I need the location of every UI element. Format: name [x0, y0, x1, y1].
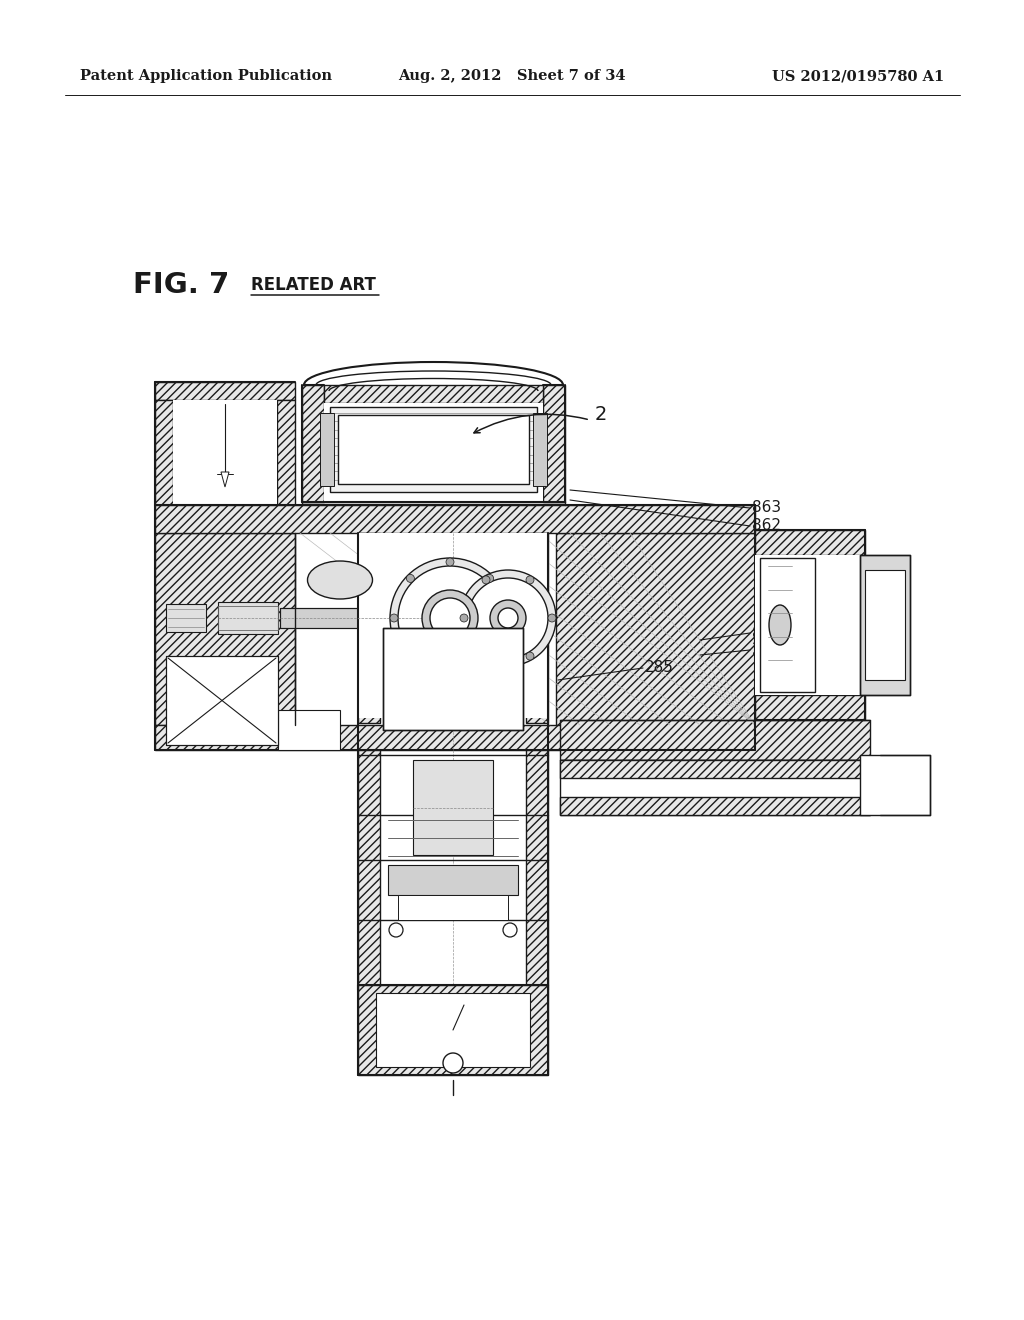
Bar: [338, 414, 529, 484]
Bar: [526, 750, 548, 985]
Bar: [755, 531, 865, 554]
Circle shape: [443, 1053, 463, 1073]
Circle shape: [390, 558, 510, 678]
Polygon shape: [221, 473, 229, 487]
Bar: [302, 385, 324, 502]
Circle shape: [503, 923, 517, 937]
Ellipse shape: [769, 605, 791, 645]
Circle shape: [407, 574, 415, 582]
Bar: [556, 533, 755, 725]
Text: 281: 281: [450, 994, 478, 1010]
Text: 2: 2: [595, 405, 607, 425]
Text: US 2012/0195780 A1: US 2012/0195780 A1: [772, 69, 944, 83]
Circle shape: [490, 601, 526, 636]
Bar: [860, 554, 910, 696]
Bar: [280, 609, 422, 628]
Bar: [560, 760, 870, 814]
Bar: [166, 656, 278, 744]
Circle shape: [446, 558, 454, 566]
Text: 285: 285: [645, 660, 674, 676]
Bar: [324, 385, 543, 403]
Bar: [358, 750, 380, 985]
Circle shape: [407, 653, 415, 661]
Text: 863: 863: [752, 500, 781, 516]
Circle shape: [498, 609, 518, 628]
Circle shape: [446, 671, 454, 678]
Circle shape: [485, 574, 494, 582]
Bar: [278, 400, 295, 506]
Text: 813: 813: [752, 626, 781, 640]
Circle shape: [482, 576, 490, 583]
Bar: [526, 533, 548, 723]
Bar: [560, 760, 870, 777]
Circle shape: [482, 652, 490, 660]
Circle shape: [526, 576, 534, 583]
Circle shape: [390, 614, 398, 622]
Bar: [218, 606, 278, 630]
Bar: [166, 605, 206, 632]
Circle shape: [468, 578, 548, 657]
Text: 862: 862: [752, 519, 781, 533]
Text: FIG. 7: FIG. 7: [133, 271, 229, 300]
Bar: [755, 554, 860, 696]
Circle shape: [430, 598, 470, 638]
Bar: [330, 407, 537, 492]
Text: 286: 286: [752, 643, 781, 657]
Bar: [376, 993, 530, 1067]
Bar: [358, 533, 380, 723]
Bar: [865, 570, 905, 680]
Circle shape: [389, 923, 403, 937]
Ellipse shape: [307, 561, 373, 599]
Circle shape: [485, 653, 494, 661]
Circle shape: [398, 566, 502, 671]
Bar: [560, 797, 870, 814]
Bar: [155, 725, 755, 750]
Bar: [413, 760, 493, 855]
Bar: [760, 558, 815, 692]
Bar: [319, 413, 334, 486]
Bar: [155, 533, 295, 725]
Text: 282: 282: [472, 639, 501, 655]
Bar: [358, 533, 548, 718]
Text: RELATED ART: RELATED ART: [251, 276, 376, 294]
Bar: [560, 719, 870, 760]
Circle shape: [502, 614, 510, 622]
Bar: [155, 400, 173, 506]
Bar: [324, 403, 543, 502]
Bar: [534, 413, 547, 486]
Circle shape: [460, 570, 556, 667]
Bar: [155, 381, 295, 400]
Bar: [280, 609, 422, 628]
Circle shape: [422, 590, 478, 645]
Bar: [388, 865, 518, 895]
Bar: [358, 985, 548, 1074]
Circle shape: [526, 652, 534, 660]
Bar: [218, 602, 278, 634]
Bar: [173, 400, 278, 506]
Text: Aug. 2, 2012   Sheet 7 of 34: Aug. 2, 2012 Sheet 7 of 34: [398, 69, 626, 83]
Bar: [278, 710, 340, 750]
Circle shape: [548, 614, 556, 622]
Bar: [543, 385, 565, 502]
Bar: [155, 506, 755, 533]
Bar: [860, 755, 930, 814]
Circle shape: [460, 614, 468, 622]
Bar: [755, 696, 865, 719]
Text: Patent Application Publication: Patent Application Publication: [80, 69, 332, 83]
Bar: [398, 895, 508, 920]
Bar: [383, 628, 523, 730]
